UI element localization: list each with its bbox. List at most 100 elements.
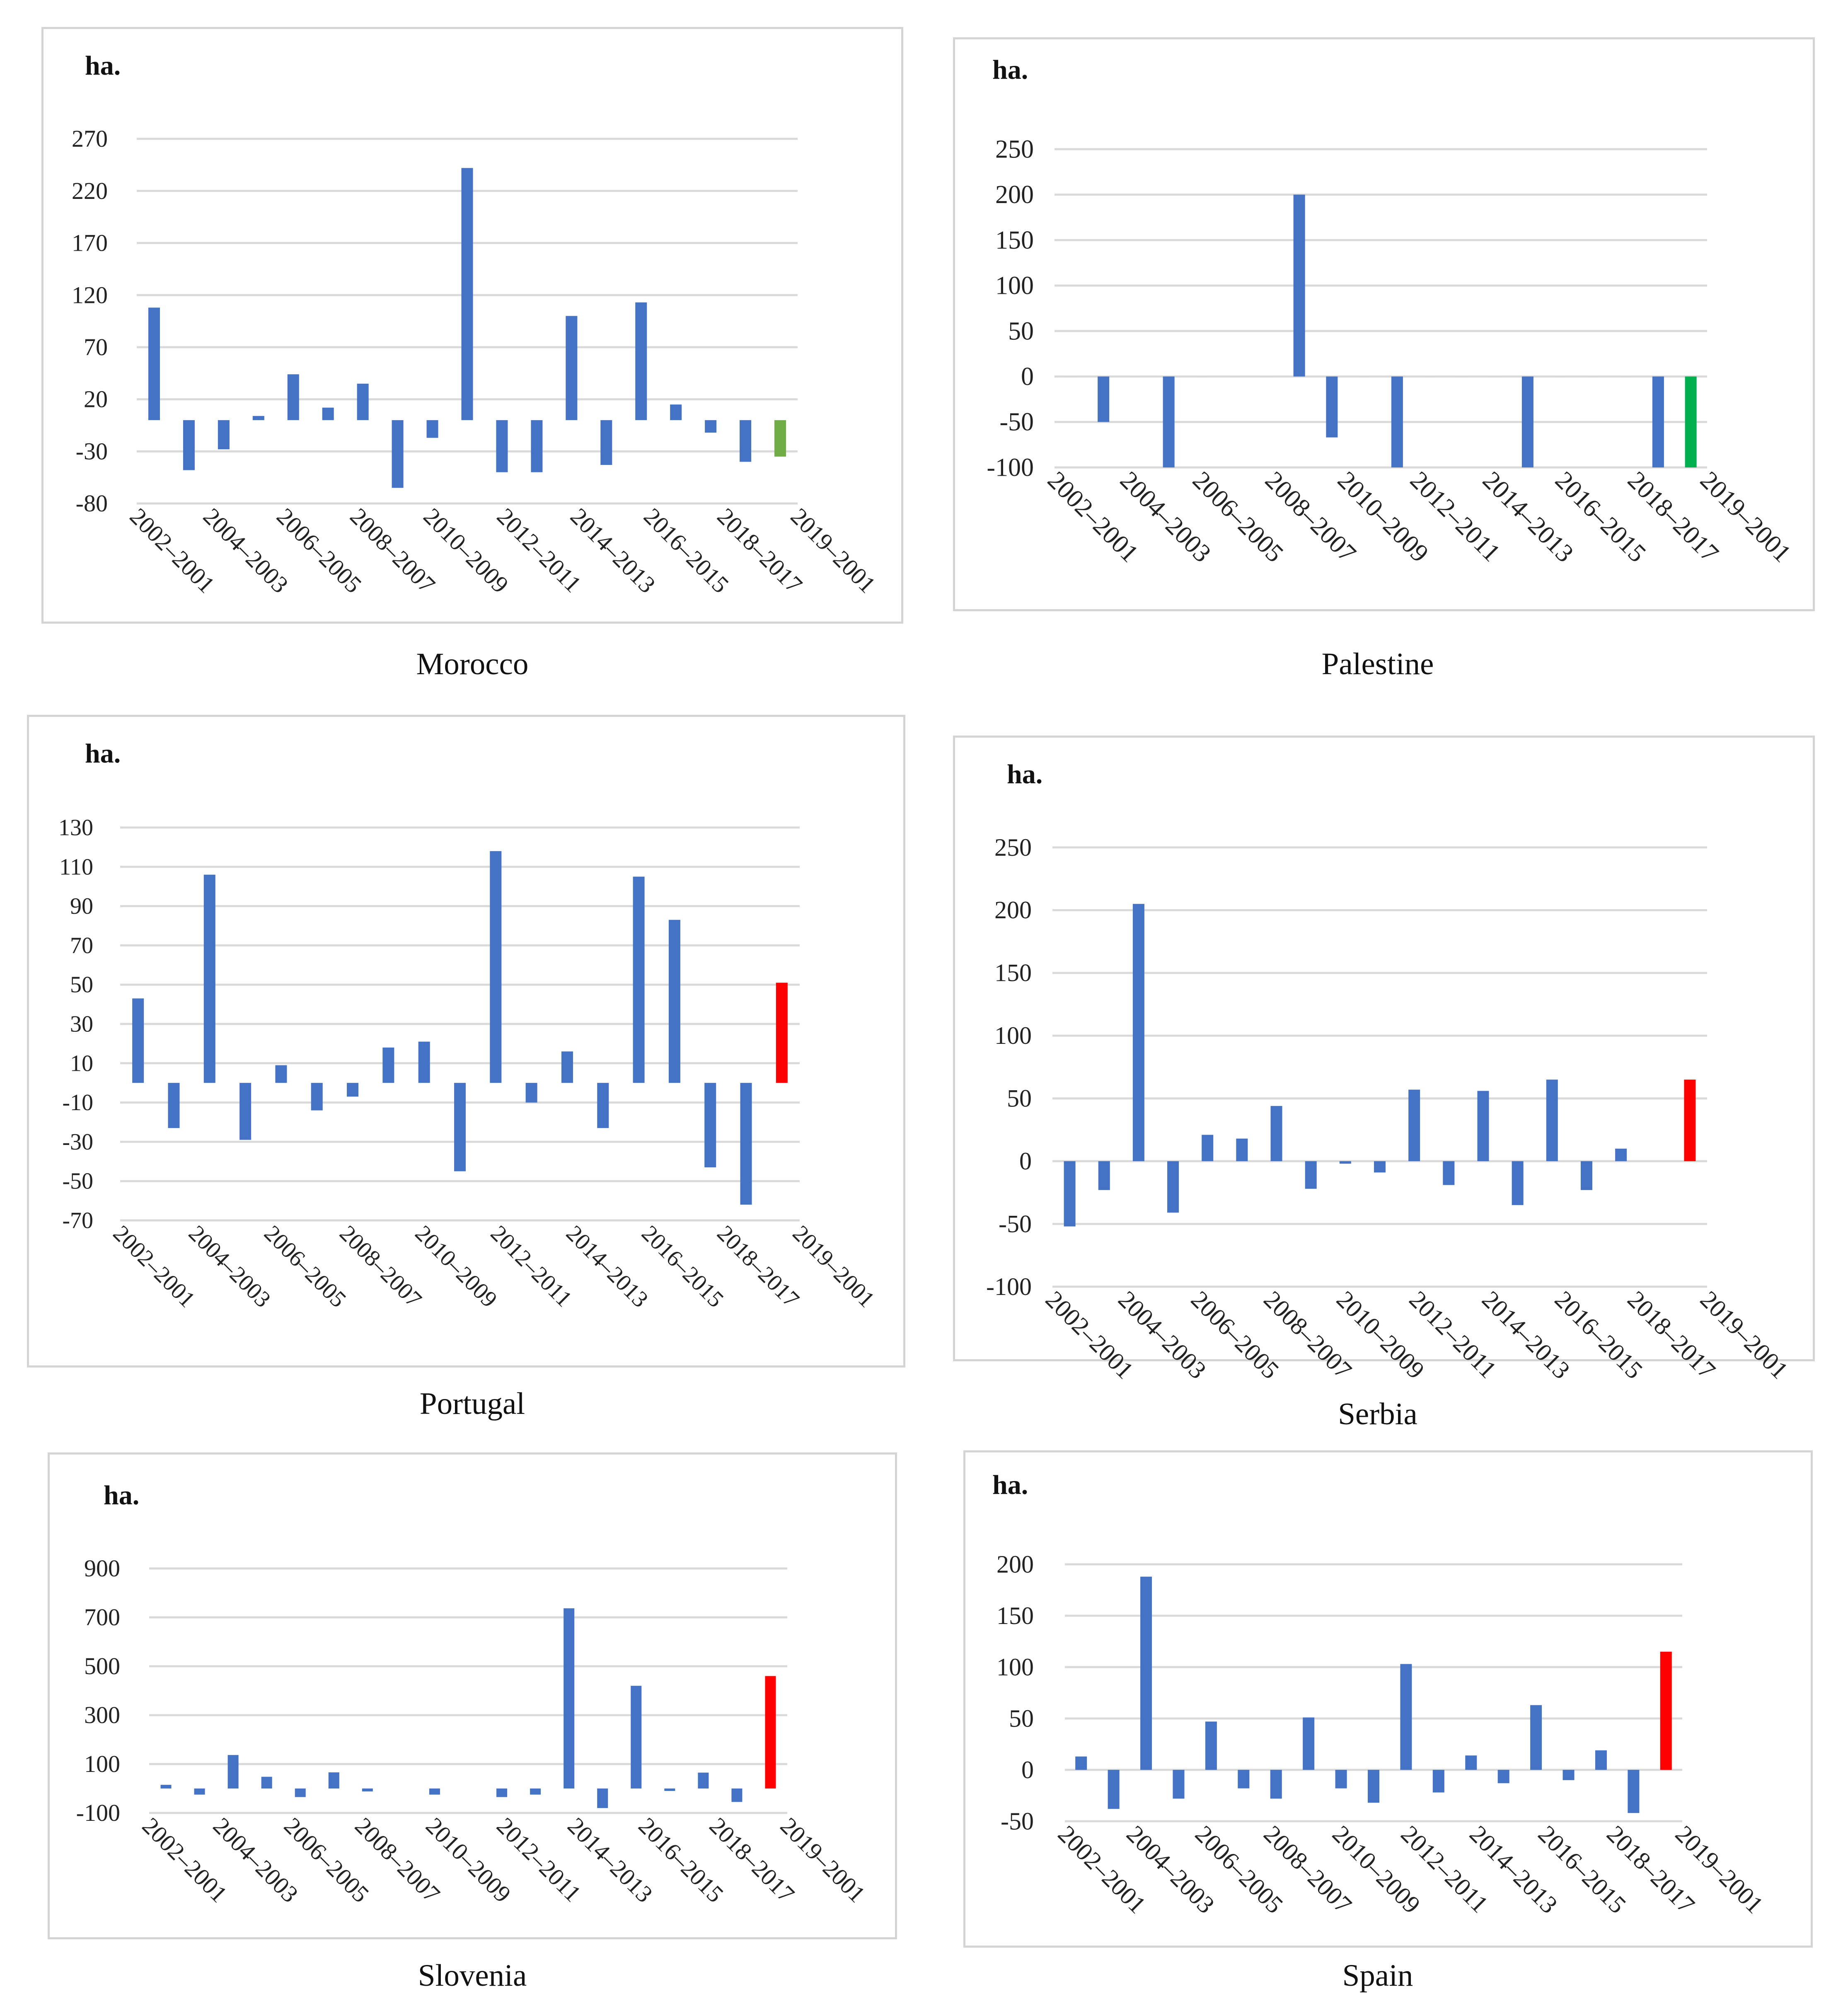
bar	[597, 1789, 608, 1808]
bar	[148, 307, 160, 420]
bar	[1098, 376, 1110, 422]
x-tick-label: 2012–2011	[486, 1220, 577, 1312]
total-bar	[776, 983, 788, 1083]
y-tick-label: 30	[70, 1011, 93, 1037]
y-tick-label: 90	[70, 893, 93, 919]
bar	[1075, 1756, 1087, 1770]
country-label-slovenia: Slovenia	[418, 1958, 527, 1993]
bar	[566, 316, 578, 420]
bar	[1530, 1705, 1542, 1770]
y-tick-label: 100	[84, 1750, 120, 1777]
bar	[1391, 376, 1403, 467]
y-unit-label: ha.	[104, 1480, 139, 1510]
y-tick-label: 250	[994, 834, 1032, 861]
chart-panel-serbia	[953, 736, 1815, 1361]
bar	[1163, 376, 1175, 467]
bar	[218, 420, 230, 450]
bar	[168, 1083, 180, 1128]
bar	[1205, 1721, 1217, 1770]
bar	[1293, 194, 1305, 377]
y-tick-label: 500	[84, 1653, 120, 1680]
bar	[496, 420, 508, 472]
bar	[561, 1051, 573, 1083]
y-tick-label: 220	[72, 177, 108, 204]
y-tick-label: 200	[994, 896, 1032, 924]
y-tick-label: 900	[84, 1555, 120, 1582]
y-tick-label: 270	[72, 125, 108, 152]
bar	[600, 420, 612, 465]
y-tick-label: 100	[995, 272, 1034, 300]
bar	[1368, 1770, 1379, 1803]
bar	[698, 1772, 709, 1789]
y-unit-label: ha.	[992, 1470, 1028, 1500]
y-unit-label: ha.	[85, 51, 121, 81]
y-tick-label: -50	[62, 1169, 93, 1194]
y-tick-label: -50	[999, 408, 1034, 436]
bar	[426, 420, 438, 438]
total-bar	[1685, 376, 1697, 467]
y-tick-label: 150	[995, 226, 1034, 254]
bar	[461, 168, 473, 420]
y-tick-label: 0	[1019, 1147, 1032, 1175]
bar	[1303, 1717, 1315, 1770]
y-tick-label: 250	[995, 135, 1034, 163]
y-tick-label: 200	[997, 1551, 1034, 1578]
total-bar	[774, 420, 786, 457]
y-tick-label: 130	[58, 815, 93, 840]
y-tick-label: 150	[997, 1602, 1034, 1629]
bar	[1374, 1161, 1386, 1173]
bar	[295, 1789, 306, 1797]
bar	[525, 1083, 537, 1103]
bar	[1202, 1135, 1214, 1162]
y-tick-label: 200	[995, 181, 1034, 209]
y-tick-label: 70	[70, 933, 93, 958]
bar	[287, 374, 299, 420]
y-tick-label: -50	[1001, 1808, 1034, 1835]
bar	[496, 1789, 508, 1797]
bar	[1335, 1770, 1347, 1789]
total-bar	[765, 1676, 776, 1789]
x-tick-label: 2019–2001	[788, 1220, 880, 1312]
country-label-portugal: Portugal	[419, 1387, 525, 1421]
x-tick-label: 2004–2003	[184, 1220, 276, 1312]
bar	[392, 420, 404, 488]
bar	[194, 1789, 205, 1795]
bar	[1580, 1161, 1592, 1190]
y-tick-label: 70	[84, 334, 108, 361]
bar	[362, 1789, 373, 1792]
bar	[454, 1083, 466, 1171]
total-bar	[1660, 1651, 1672, 1770]
y-tick-label: -30	[62, 1129, 93, 1155]
bar	[1497, 1770, 1509, 1784]
bar	[1270, 1770, 1282, 1799]
bar	[1236, 1138, 1248, 1162]
total-bar	[1684, 1079, 1696, 1162]
bar	[1140, 1576, 1152, 1770]
bar	[1132, 904, 1144, 1162]
country-label-morocco: Morocco	[416, 647, 529, 681]
country-label-serbia: Serbia	[1338, 1397, 1417, 1431]
bar	[239, 1083, 252, 1140]
country-label-palestine: Palestine	[1321, 647, 1434, 681]
bar	[1615, 1148, 1627, 1162]
bar	[597, 1083, 609, 1128]
bar	[670, 404, 682, 420]
bar	[1400, 1664, 1412, 1770]
bar	[1305, 1161, 1317, 1189]
bar	[731, 1789, 743, 1802]
x-tick-label: 2006–2005	[259, 1220, 351, 1312]
bar	[704, 1083, 716, 1168]
bar	[183, 420, 195, 470]
bar	[160, 1785, 172, 1789]
bar	[633, 876, 645, 1083]
y-tick-label: -30	[76, 438, 108, 465]
y-tick-label: 0	[1021, 1756, 1034, 1784]
x-tick-label: 2018–2017	[712, 1220, 804, 1312]
bar	[664, 1789, 675, 1791]
bar	[261, 1776, 272, 1789]
bar	[740, 420, 752, 462]
